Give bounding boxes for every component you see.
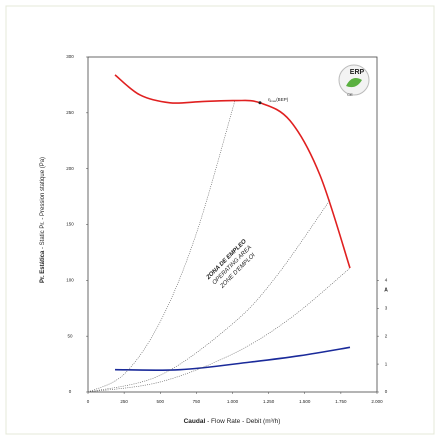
y-tick-label: 50 <box>67 333 73 338</box>
x-tick-label: 2.000 <box>371 399 383 404</box>
y2-tick-label: 2 <box>385 333 388 338</box>
y-tick-label: 150 <box>66 222 74 227</box>
y-tick-label: 0 <box>69 389 72 394</box>
y2-tick-label: 1 <box>385 361 388 366</box>
x-tick-label: 0 <box>87 399 90 404</box>
x-label-rest: - Flow Rate - Debit (m³/h) <box>205 418 280 425</box>
y2-title: A <box>384 287 388 293</box>
x-tick-label: 1.000 <box>227 399 239 404</box>
y-tick-label: 200 <box>66 166 74 171</box>
x-tick-label: 250 <box>120 399 128 404</box>
x-tick-label: 750 <box>193 399 201 404</box>
bep-point <box>258 101 262 105</box>
logo-text: ERP <box>350 69 365 76</box>
curve <box>114 74 351 269</box>
y-label-bold: Pr. Estática <box>40 250 46 283</box>
bep-sub: max <box>271 99 277 103</box>
bep-symbol: η <box>268 97 271 102</box>
frame <box>5 5 435 435</box>
y-tick-label: 250 <box>66 110 74 115</box>
x-label-bold: Caudal <box>184 418 206 425</box>
y-tick-label: 100 <box>66 278 74 283</box>
y2-tick-label: 4 <box>385 278 388 283</box>
operating-limit <box>87 267 351 393</box>
operating-limit <box>87 100 236 393</box>
logo: ERP CE <box>338 64 370 97</box>
x-tick-label: 1.750 <box>335 399 347 404</box>
x-tick-label: 1.250 <box>263 399 275 404</box>
x-axis-label: Caudal - Flow Rate - Debit (m³/h) <box>184 418 281 425</box>
y2-tick-label: 3 <box>385 305 388 310</box>
x-tick-label: 1.500 <box>299 399 311 404</box>
bep-label: ηmax(BEP) <box>268 97 289 103</box>
y-tick-label: 300 <box>66 54 74 59</box>
y2-tick-label: 0 <box>385 389 388 394</box>
x-tick-label: 500 <box>156 399 164 404</box>
logo-sub: CE <box>347 92 353 97</box>
y-label-rest: - Static Pr. - Pression statique (Pa) <box>40 157 46 251</box>
curve <box>115 346 351 372</box>
bep-suffix: (BEP) <box>276 97 289 102</box>
y-axis-label: Pr. Estática - Static Pr. - Pression sta… <box>40 157 46 283</box>
operating-limit <box>87 199 331 393</box>
